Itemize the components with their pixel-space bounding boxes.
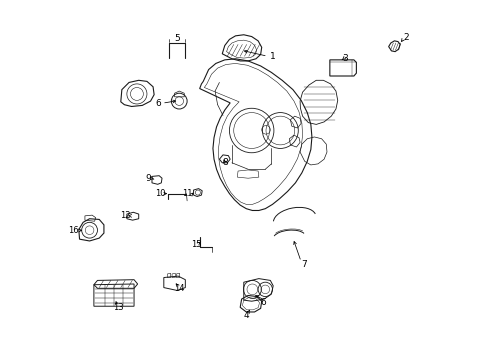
- Text: 4: 4: [243, 311, 248, 320]
- Text: 14: 14: [174, 284, 184, 293]
- Text: 6: 6: [260, 298, 266, 307]
- Text: 5: 5: [174, 34, 180, 43]
- Text: 6: 6: [155, 99, 161, 108]
- Text: 11: 11: [182, 189, 193, 198]
- Text: 16: 16: [68, 226, 78, 235]
- Text: 12: 12: [120, 211, 130, 220]
- Text: 7: 7: [300, 260, 306, 269]
- Text: 1: 1: [269, 52, 275, 61]
- Text: 13: 13: [113, 303, 123, 312]
- Text: 2: 2: [403, 33, 408, 42]
- Text: 9: 9: [145, 174, 151, 183]
- Text: 8: 8: [222, 158, 227, 167]
- Text: 15: 15: [190, 240, 201, 249]
- Text: 10: 10: [155, 189, 165, 198]
- Text: 3: 3: [341, 54, 347, 63]
